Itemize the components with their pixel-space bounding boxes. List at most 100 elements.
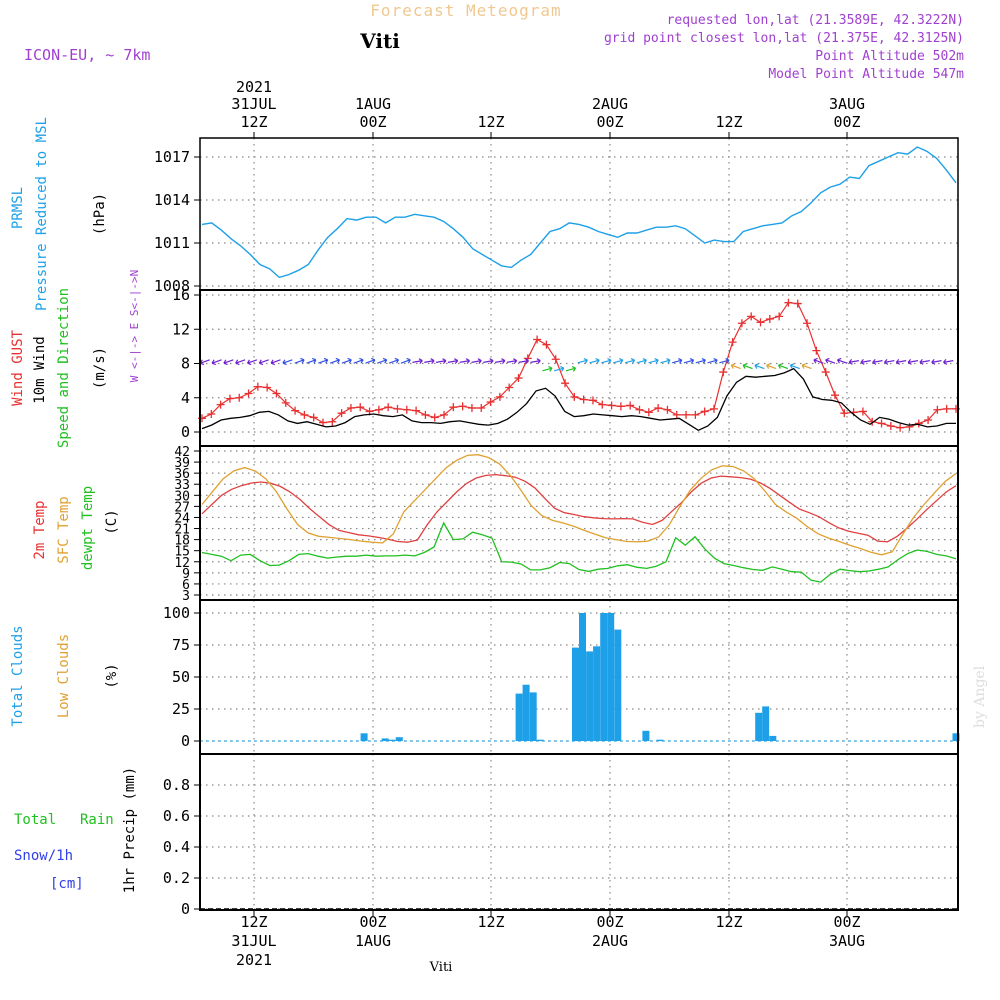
wind-direction-arrow [506, 358, 518, 365]
cloud-bar [762, 706, 770, 741]
cloud-bar [593, 646, 601, 741]
gust-marker [477, 404, 486, 413]
y-tick-label: 9 [182, 567, 190, 582]
gust-marker [784, 298, 793, 307]
panel-frame [199, 445, 959, 601]
gust-marker [896, 423, 905, 432]
gust-marker [467, 404, 476, 413]
wind-direction-arrow-shape [613, 358, 624, 364]
wind-direction-arrow [494, 358, 506, 365]
wind-direction-arrow-shape [530, 358, 541, 365]
precip-rain-label: Rain [80, 812, 114, 828]
gust-marker [626, 401, 635, 410]
gust-marker [514, 374, 523, 383]
gust-marker [412, 406, 421, 415]
wind-direction-arrow [400, 357, 411, 364]
wind-direction-arrow-shape [789, 363, 800, 370]
cloud-bar [360, 733, 368, 741]
wind-direction-arrow-shape [235, 359, 246, 366]
wind-direction-arrow [211, 359, 222, 366]
y-tick-label: 50 [172, 668, 190, 686]
cloud-bar [388, 739, 396, 741]
grid-layer [200, 138, 958, 910]
wind-direction-arrow-shape [565, 366, 577, 372]
cloud-bar [522, 684, 530, 741]
y-tick-label: 42 [174, 445, 190, 460]
wind-direction-arrow [258, 359, 269, 366]
gust-marker [877, 419, 886, 428]
wind-direction-arrow [742, 363, 753, 370]
bottom-date-label: 3AUG [829, 932, 865, 950]
location-name: Viti [359, 29, 400, 53]
frame-layer: 1008101110141017048121636912151821242730… [154, 132, 959, 918]
wind-direction-arrow-shape [636, 358, 647, 364]
y-tick-label: 1017 [154, 148, 190, 166]
wind-direction-arrow [825, 357, 836, 364]
wind-direction-arrow-shape [435, 358, 447, 365]
y-tick-label: 8 [181, 355, 190, 373]
gust-marker [654, 404, 663, 413]
y-tick-label: 36 [174, 467, 190, 482]
gust-marker [644, 408, 653, 417]
precip-snow-unit-label: [cm] [50, 876, 84, 892]
wind-direction-arrow-shape [660, 358, 671, 364]
gust-marker [542, 340, 551, 349]
wind-direction-arrow [648, 358, 659, 364]
wind-direction-arrow [435, 358, 447, 365]
cloud-bar [515, 693, 523, 741]
wind-direction-arrow [695, 358, 706, 364]
total-clouds-label: Total Clouds [10, 625, 26, 726]
cloud-bar [381, 738, 389, 741]
gust-marker [663, 405, 672, 414]
wind-direction-arrow-shape [258, 359, 269, 366]
wind-direction-arrow-shape [801, 363, 812, 370]
wind-direction-arrow-shape [577, 358, 588, 364]
wind-label: 10m Wind [32, 336, 48, 403]
bottom-time-label: 00Z [833, 913, 860, 931]
gust-line [201, 302, 956, 429]
wind-direction-arrow [223, 359, 234, 366]
gust-marker [421, 410, 430, 419]
wind-direction-arrow-shape [400, 357, 411, 364]
panel-frame [199, 137, 959, 291]
wind-direction-arrow-shape [554, 366, 565, 372]
bottom-date-label: 2AUG [592, 932, 628, 950]
gust-marker [840, 409, 849, 418]
wind-direction-arrow-shape [306, 357, 317, 364]
gust-marker [616, 402, 625, 411]
wind-direction-arrow-shape [624, 358, 636, 364]
gust-marker [709, 404, 718, 413]
gust-marker [737, 319, 746, 328]
gust-marker [328, 417, 337, 426]
wind-direction-arrow [589, 358, 600, 364]
wind-direction-arrow [471, 358, 482, 365]
bottom-location-label: Viti [429, 960, 453, 975]
gust-marker [756, 318, 765, 327]
gust-marker [337, 409, 346, 418]
model-name: ICON-EU, ~ 7km [24, 46, 150, 64]
wind-direction-arrow-shape [648, 358, 659, 364]
panel-frame [199, 289, 959, 447]
cloud-bar [536, 739, 544, 741]
cloud-bar [600, 613, 608, 741]
gust-marker [914, 419, 923, 428]
wind-direction-arrow-shape [695, 358, 706, 364]
wind-direction-arrow [919, 358, 930, 365]
wind-direction-arrow [777, 363, 789, 370]
cloud-bar [586, 651, 594, 741]
wind-direction-arrow [848, 358, 860, 365]
wind-direction-arrow-shape [884, 358, 895, 365]
y-tick-label: 0 [181, 423, 190, 441]
temp2m-line [201, 473, 957, 543]
gust-marker [281, 398, 290, 407]
wind-direction-arrow-shape [459, 358, 470, 365]
cloud-bar [579, 613, 586, 741]
gust-marker [812, 346, 821, 355]
gust-marker [393, 404, 402, 413]
y-tick-label: 0.2 [163, 869, 190, 887]
bottom-time-label: 00Z [359, 913, 386, 931]
gust-marker [272, 389, 281, 398]
wind-direction-arrow [719, 358, 730, 364]
y-tick-label: 39 [174, 456, 190, 471]
gust-marker [440, 410, 449, 419]
